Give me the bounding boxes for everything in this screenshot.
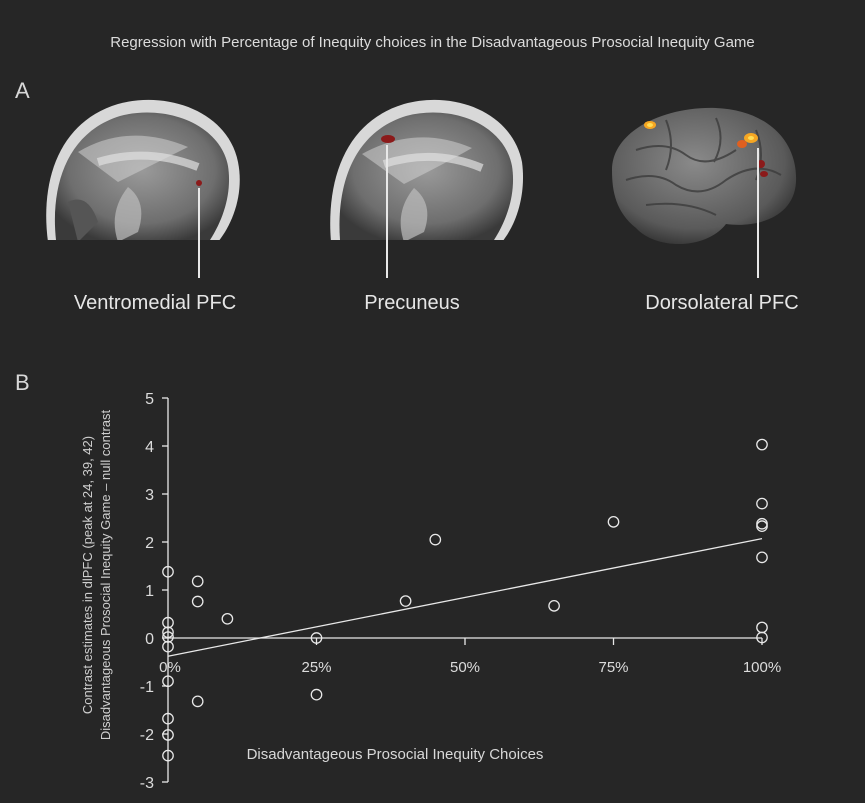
y-axis-label-line2: Disadvantageous Prosocial Inequity Game … — [98, 410, 113, 741]
y-tick-label: -2 — [140, 727, 154, 744]
precuneus-pointer-line — [386, 145, 388, 278]
x-tick-label: 25% — [301, 659, 331, 676]
data-point — [607, 515, 620, 528]
data-point — [162, 729, 174, 741]
figure-title: Regression with Percentage of Inequity c… — [110, 34, 755, 51]
y-axis-label-line1: Contrast estimates in dlPFC (peak at 24,… — [80, 436, 95, 714]
data-point — [162, 616, 174, 629]
data-point — [548, 599, 560, 612]
data-point — [756, 497, 768, 510]
data-point — [756, 621, 768, 634]
dlpfc-pointer-line — [757, 148, 759, 278]
data-point — [162, 626, 174, 639]
data-point — [756, 520, 768, 533]
x-tick-label: 75% — [598, 659, 628, 676]
x-axis-label: Disadvantageous Prosocial Inequity Choic… — [247, 746, 544, 763]
data-point — [399, 595, 412, 607]
vmpfc-pointer-line — [198, 188, 200, 278]
y-tick-label: 0 — [145, 631, 154, 648]
y-tick-label: 1 — [145, 583, 154, 600]
data-point — [162, 565, 174, 578]
brain-sagittal-precuneus-image — [326, 99, 526, 248]
data-point — [162, 749, 174, 762]
data-point — [162, 631, 174, 643]
x-tick-label: 50% — [450, 659, 480, 676]
data-point — [162, 675, 174, 688]
data-point — [191, 595, 204, 608]
regression-line — [167, 538, 763, 657]
data-point — [221, 612, 234, 625]
region-label-dlpfc: Dorsolateral PFC — [645, 292, 799, 314]
region-label-vmpfc: Ventromedial PFC — [73, 292, 237, 314]
data-point — [162, 640, 174, 653]
y-tick-label: 5 — [145, 391, 154, 408]
data-point — [162, 712, 174, 725]
data-point — [756, 438, 768, 451]
panel-a-letter: A — [15, 78, 30, 103]
data-point — [429, 533, 442, 546]
data-point — [756, 517, 768, 530]
region-label-precuneus: Precuneus — [364, 292, 460, 314]
x-tick-label: 100% — [743, 659, 781, 676]
y-tick-label: -1 — [140, 679, 154, 696]
y-tick-label: -3 — [140, 775, 154, 792]
data-point — [756, 631, 768, 644]
data-point — [191, 575, 204, 588]
brain-render-dlpfc-image — [612, 107, 797, 245]
data-point — [310, 632, 323, 644]
panel-b-letter: B — [15, 370, 30, 395]
brain-sagittal-vmpfc-image — [38, 99, 248, 248]
x-origin-label: 0% — [159, 659, 181, 676]
data-point — [756, 551, 768, 564]
y-tick-label: 3 — [145, 487, 154, 504]
y-tick-label: 4 — [145, 439, 154, 456]
scatter-plot: 5 4 3 2 1 0 -1 -2 -3 25% 50% 75% 100% 0% Contrast es… — [80, 391, 781, 792]
data-point — [191, 695, 204, 708]
y-tick-label: 2 — [145, 535, 154, 552]
data-point — [310, 688, 323, 701]
